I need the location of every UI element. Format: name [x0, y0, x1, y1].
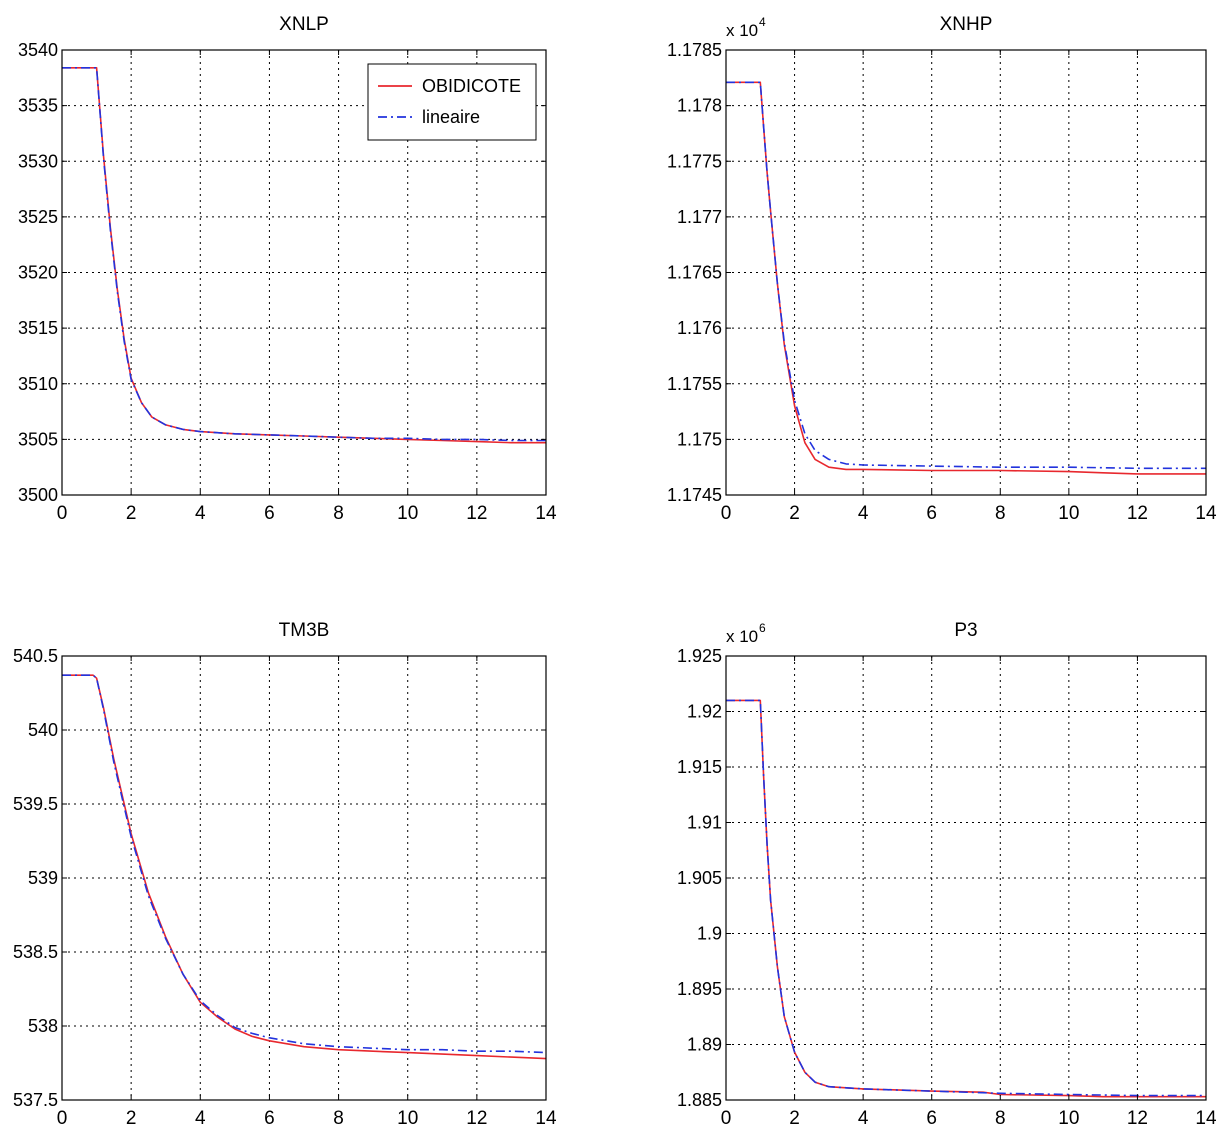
chart-xnhp: 0 2 4 6 8 10 12 14 1.1745 1.175 1.1755 1.176 1.1765 1…	[667, 14, 1217, 524]
y-tick-label: 1.1755	[667, 374, 722, 394]
y-tick-label: 1.1765	[667, 263, 722, 283]
y-tick-label: 1.885	[677, 1090, 722, 1110]
x-tick-label: 12	[1127, 1108, 1148, 1129]
y-tick-label: 1.1775	[667, 151, 722, 171]
x-tick-label: 4	[195, 1108, 206, 1129]
chart-title: XNHP	[940, 14, 993, 35]
y-tick-label: 537.5	[13, 1090, 58, 1110]
x-tick-label: 6	[264, 1108, 275, 1129]
y-tick-label: 1.1785	[667, 40, 722, 60]
y-tick-label: 1.9	[697, 924, 722, 944]
exponent-label: x 10	[726, 21, 758, 40]
legend: OBIDICOTE lineaire	[367, 63, 537, 141]
x-tick-label: 2	[789, 1108, 800, 1129]
y-tick-label: 1.177	[677, 207, 722, 227]
x-tick-label: 10	[397, 503, 418, 524]
x-tick-label: 8	[995, 503, 1006, 524]
x-tick-label: 8	[995, 1108, 1006, 1129]
y-tick-label: 539.5	[13, 794, 58, 814]
y-tick-label: 1.175	[677, 429, 722, 449]
x-tick-label: 12	[1127, 503, 1148, 524]
series-line-series-1	[726, 81, 1206, 475]
series-line-obidicote	[62, 67, 546, 444]
series-line-lineaire	[62, 67, 546, 442]
x-tick-label: 10	[397, 1108, 418, 1129]
y-tick-label: 540	[28, 720, 58, 740]
y-tick-label: 1.176	[677, 318, 722, 338]
x-tick-label: 0	[57, 503, 68, 524]
x-tick-label: 2	[789, 503, 800, 524]
x-tick-label: 8	[333, 1108, 344, 1129]
x-tick-label: 14	[535, 503, 557, 524]
y-tick-label: 1.91	[687, 813, 722, 833]
series-line-series-1	[62, 674, 547, 1060]
y-tick-label: 1.92	[687, 702, 722, 722]
x-tick-label: 12	[466, 503, 487, 524]
chart-p3: 0 2 4 6 8 10 12 14 1.885 1.89 1.895 1.9 1.905 1.91 1.9…	[677, 620, 1217, 1129]
y-tick-label: 3515	[18, 318, 58, 338]
y-tick-label: 1.1745	[667, 485, 722, 505]
chart-title: XNLP	[279, 14, 329, 35]
y-tick-label: 3510	[18, 374, 58, 394]
y-tick-label: 1.905	[677, 868, 722, 888]
exponent-power: 4	[759, 15, 766, 29]
y-tick-label: 1.915	[677, 757, 722, 777]
y-tick-label: 3520	[18, 263, 58, 283]
exponent-label: x 10	[726, 627, 758, 646]
y-tick-label: 1.925	[677, 646, 722, 666]
y-tick-label: 540.5	[13, 646, 58, 666]
x-tick-label: 14	[1195, 503, 1217, 524]
y-tick-label: 3500	[18, 485, 58, 505]
y-tick-label: 538.5	[13, 942, 58, 962]
series-line-series-2	[62, 674, 547, 1054]
y-tick-label: 3525	[18, 207, 58, 227]
y-tick-label: 1.89	[687, 1035, 722, 1055]
series-line-series-2	[726, 81, 1206, 470]
x-tick-label: 4	[858, 1108, 869, 1129]
exponent-power: 6	[759, 621, 766, 635]
x-tick-label: 4	[195, 503, 206, 524]
x-tick-label: 6	[264, 503, 275, 524]
y-tick-label: 3540	[18, 40, 58, 60]
chart-title: TM3B	[279, 620, 330, 641]
chart-tm3b: 0 2 4 6 8 10 12 14 537.5 538 538.5 539 539.5 540 540.5…	[13, 620, 557, 1129]
y-tick-label: 1.895	[677, 979, 722, 999]
x-tick-label: 2	[126, 503, 137, 524]
y-tick-label: 538	[28, 1016, 58, 1036]
series-line-series-2	[726, 699, 1206, 1097]
y-tick-label: 1.178	[677, 96, 722, 116]
x-tick-label: 6	[926, 503, 937, 524]
y-tick-label: 3535	[18, 96, 58, 116]
x-tick-label: 6	[926, 1108, 937, 1129]
legend-box	[367, 63, 537, 141]
x-tick-label: 14	[535, 1108, 557, 1129]
x-tick-label: 4	[858, 503, 869, 524]
x-tick-label: 14	[1195, 1108, 1217, 1129]
x-tick-label: 10	[1058, 503, 1079, 524]
x-tick-label: 8	[333, 503, 344, 524]
x-tick-label: 0	[721, 503, 732, 524]
x-tick-label: 0	[721, 1108, 732, 1129]
y-tick-label: 539	[28, 868, 58, 888]
legend-label-obidicote: OBIDICOTE	[422, 76, 521, 96]
x-tick-label: 2	[126, 1108, 137, 1129]
legend-label-lineaire: lineaire	[422, 107, 480, 127]
x-tick-label: 0	[57, 1108, 68, 1129]
y-tick-label: 3505	[18, 429, 58, 449]
x-tick-label: 10	[1058, 1108, 1079, 1129]
y-tick-label: 3530	[18, 151, 58, 171]
chart-xnlp: 0 2 4 6 8 10 12 14 3500 3505 3510 3515 3520 3525 3530 3…	[18, 14, 557, 524]
chart-title: P3	[954, 620, 977, 641]
x-tick-label: 12	[466, 1108, 487, 1129]
